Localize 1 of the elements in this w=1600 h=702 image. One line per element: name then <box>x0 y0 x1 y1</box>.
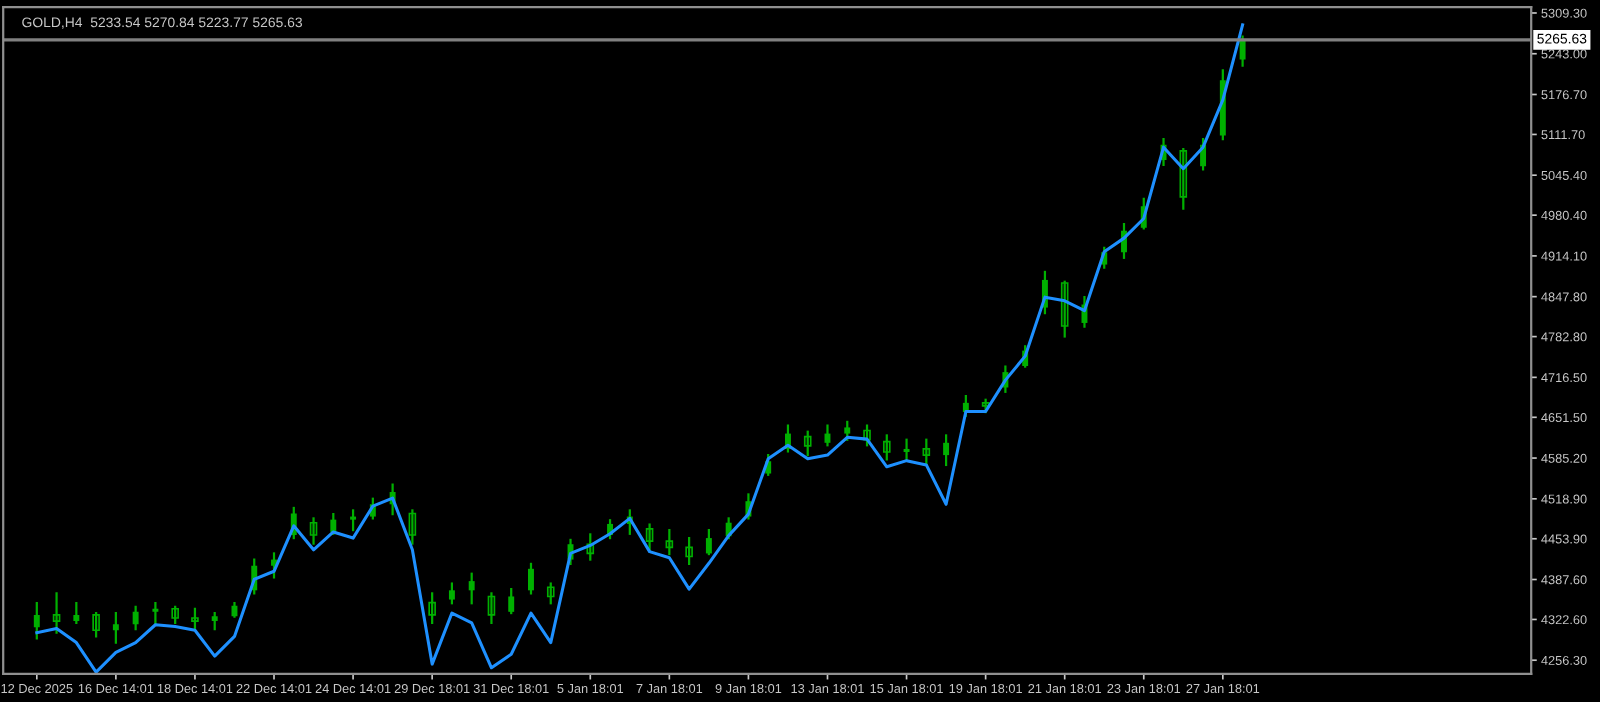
candlestick <box>191 607 199 631</box>
